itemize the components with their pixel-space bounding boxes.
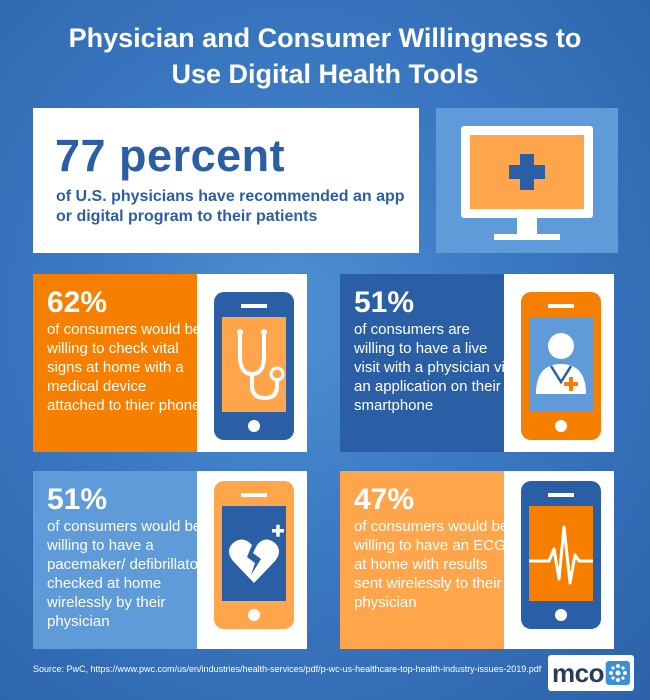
hero-stat-text: of U.S. physicians have recommended an a… [56,188,405,225]
stat-text: of consumers would be willing to check v… [47,321,202,414]
stat-text: of consumers would be willing to have an… [354,518,509,611]
broken-heart-plus-icon [214,481,294,629]
stethoscope-icon [214,292,294,440]
phone-card-heart [197,471,307,649]
doctor-icon [521,292,601,440]
stat-card-vital-signs: 62% of consumers would be willing to che… [33,274,201,452]
stat-value: 62% [47,286,108,319]
stat-text: of consumers would be willing to have a … [47,518,203,630]
phone-card-ecg [504,471,614,649]
hero-stat-value: 77 percent [55,130,286,181]
phone-card-doctor [504,274,614,452]
stat-value: 47% [354,483,415,516]
stat-card-ecg: 47% of consumers would be willing to hav… [340,471,508,649]
monitor-plus-icon [461,126,593,240]
ecg-pulse-icon [521,481,601,629]
monitor-card [436,108,618,253]
title-line-1: Physician and Consumer Willingness to [68,23,582,53]
logo-wordmark: mcol [552,658,611,688]
phone-card-stethoscope [197,274,307,452]
hero-stat-card: 77 percent of U.S. physicians have recom… [33,108,419,253]
stat-card-live-visit: 51% of consumers are willing to have a l… [340,274,513,452]
mcol-logo: mcol [548,655,634,691]
title-line-2: Use Digital Health Tools [171,59,479,89]
page-title: Physician and Consumer Willingness to Us… [0,20,650,92]
logo-mark-icon [606,661,630,685]
stat-text: of consumers are willing to have a live … [354,321,514,414]
stat-card-pacemaker: 51% of consumers would be willing to hav… [33,471,203,649]
source-citation: Source: PwC, https://www.pwc.com/us/en/i… [33,664,542,674]
stat-value: 51% [47,483,108,516]
stat-value: 51% [354,286,415,319]
